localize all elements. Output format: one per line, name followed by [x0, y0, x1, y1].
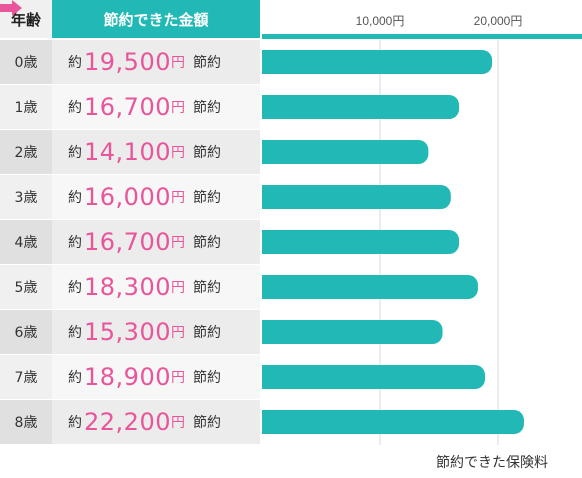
- amount-unit: 円: [170, 280, 185, 296]
- amount-unit: 円: [170, 55, 185, 71]
- amount-value: 19,500: [84, 48, 171, 76]
- amount-value: 22,200: [84, 408, 171, 436]
- age-cell: 4歳: [0, 220, 52, 264]
- amount-unit: 円: [170, 325, 185, 341]
- amount-value: 18,900: [84, 363, 171, 391]
- bar-left-edge: [262, 320, 274, 344]
- amount-suffix: 節約: [192, 235, 221, 251]
- amount-value: 15,300: [84, 318, 171, 346]
- amount-prefix: 約: [68, 55, 82, 71]
- bar-4歳: [262, 230, 460, 254]
- amount-cell: 約 15,300 円節約: [52, 310, 260, 354]
- amount-value: 16,700: [84, 93, 171, 121]
- bar-2歳: [262, 140, 429, 164]
- amount-prefix: 約: [68, 145, 82, 161]
- amount-cell: 約 16,700 円節約: [52, 85, 260, 129]
- age-cell: 3歳: [0, 175, 52, 219]
- bar-5歳: [262, 275, 478, 299]
- age-column-header: 年齢: [0, 0, 52, 38]
- amount-cell: 約 19,500 円節約: [52, 40, 260, 84]
- bar-left-edge: [262, 140, 274, 164]
- age-cell: 2歳: [0, 130, 52, 174]
- amount-cell: 約 14,100 円節約: [52, 130, 260, 174]
- bar-left-edge: [262, 185, 274, 209]
- bar-6歳: [262, 320, 443, 344]
- amount-value: 18,300: [84, 273, 171, 301]
- amount-prefix: 約: [68, 235, 82, 251]
- age-cell: 6歳: [0, 310, 52, 354]
- bar-left-edge: [262, 50, 274, 74]
- amount-suffix: 節約: [192, 280, 221, 296]
- amount-unit: 円: [170, 370, 185, 386]
- bar-left-edge: [262, 365, 274, 389]
- amount-suffix: 節約: [192, 145, 221, 161]
- bar-left-edge: [262, 230, 274, 254]
- amount-cell: 約 18,300 円節約: [52, 265, 260, 309]
- bar-8歳: [262, 410, 524, 434]
- amount-column-header: 節約できた金額: [52, 0, 260, 38]
- x-axis-title: 節約できた保険料: [436, 455, 548, 471]
- bar-left-edge: [262, 410, 274, 434]
- x-tick-label: 10,000円: [356, 14, 405, 28]
- bar-0歳: [262, 50, 493, 74]
- amount-cell: 約 22,200 円節約: [52, 400, 260, 444]
- amount-suffix: 節約: [192, 100, 221, 116]
- bar-left-edge: [262, 275, 274, 299]
- bar-1歳: [262, 95, 460, 119]
- right-arrow-icon: [0, 0, 22, 16]
- amount-value: 16,700: [84, 228, 171, 256]
- age-cell: 0歳: [0, 40, 52, 84]
- bar-7歳: [262, 365, 486, 389]
- amount-unit: 円: [170, 190, 185, 206]
- x-axis-line: [262, 34, 582, 39]
- amount-prefix: 約: [68, 370, 82, 386]
- amount-unit: 円: [170, 145, 185, 161]
- amount-cell: 約 16,700 円節約: [52, 220, 260, 264]
- amount-value: 16,000: [84, 183, 171, 211]
- amount-prefix: 約: [68, 280, 82, 296]
- amount-unit: 円: [170, 235, 185, 251]
- amount-cell: 約 18,900 円節約: [52, 355, 260, 399]
- amount-suffix: 節約: [192, 55, 221, 71]
- amount-prefix: 約: [68, 190, 82, 206]
- amount-suffix: 節約: [192, 415, 221, 431]
- amount-suffix: 節約: [192, 325, 221, 341]
- amount-unit: 円: [170, 100, 185, 116]
- age-cell: 8歳: [0, 400, 52, 444]
- amount-cell: 約 16,000 円節約: [52, 175, 260, 219]
- amount-prefix: 約: [68, 325, 82, 341]
- amount-suffix: 節約: [192, 190, 221, 206]
- age-cell: 7歳: [0, 355, 52, 399]
- amount-unit: 円: [170, 415, 185, 431]
- amount-prefix: 約: [68, 415, 82, 431]
- amount-prefix: 約: [68, 100, 82, 116]
- amount-suffix: 節約: [192, 370, 221, 386]
- age-cell: 5歳: [0, 265, 52, 309]
- bar-left-edge: [262, 95, 274, 119]
- bar-3歳: [262, 185, 451, 209]
- x-tick-label: 20,000円: [474, 14, 523, 28]
- amount-value: 14,100: [84, 138, 171, 166]
- age-cell: 1歳: [0, 85, 52, 129]
